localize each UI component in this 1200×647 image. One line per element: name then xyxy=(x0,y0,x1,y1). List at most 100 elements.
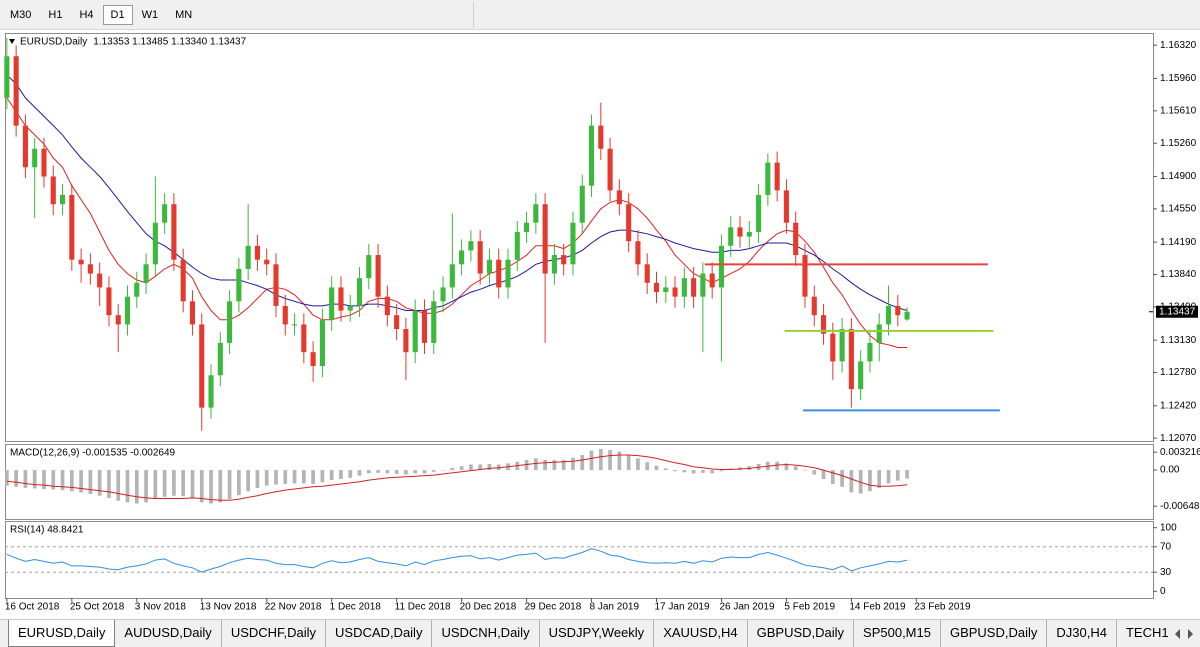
timeframe-button[interactable]: H1 xyxy=(48,8,63,21)
macd-bar xyxy=(348,470,353,478)
timeframe-button[interactable]: W1 xyxy=(141,8,159,21)
macd-bar xyxy=(181,470,186,497)
y-tick-label: 1.14900 xyxy=(1160,171,1197,182)
macd-bar xyxy=(246,470,251,492)
macd-bar xyxy=(144,470,148,503)
macd-bar xyxy=(292,470,297,484)
y-tick-label: 1.14550 xyxy=(1160,203,1197,214)
scroll-right[interactable] xyxy=(1188,629,1193,639)
macd-bar xyxy=(14,470,18,487)
chart-tab[interactable]: GBPUSD,Daily xyxy=(748,620,855,647)
y-tick-label: 0.003216 xyxy=(1160,447,1200,458)
chart-tab[interactable]: USDCNH,Daily xyxy=(432,620,540,647)
chart-tab[interactable]: SP500,M15 xyxy=(854,620,941,647)
candle-body xyxy=(542,204,548,274)
macd-bar xyxy=(589,450,594,471)
candle-body xyxy=(245,245,251,269)
macd-bar xyxy=(710,470,715,474)
candle-body xyxy=(431,301,437,343)
macd-bar xyxy=(283,470,288,485)
macd-bar xyxy=(274,470,278,485)
macd-signal xyxy=(6,454,908,501)
candle-body xyxy=(496,259,502,288)
y-tick-label: 30 xyxy=(1160,567,1172,578)
macd-bar xyxy=(469,464,473,471)
macd-title: MACD(12,26,9) -0.001535 -0.002649 xyxy=(10,448,176,459)
x-tick-label: 8 Jan 2019 xyxy=(590,602,640,613)
macd-bar xyxy=(422,470,427,474)
candle-body xyxy=(264,259,270,265)
candle-body xyxy=(718,245,725,288)
timeframe-button[interactable]: MN xyxy=(175,8,193,21)
macd-bar xyxy=(663,468,668,471)
candle-body xyxy=(820,315,827,334)
candle-body xyxy=(486,259,492,274)
macd-bar xyxy=(868,470,872,492)
candle-body xyxy=(811,296,817,316)
plot-layer: 1.16320 1.15960 1.15610 1.15260 1.14900 1.145… xyxy=(4,37,1200,613)
macd-bar xyxy=(812,470,817,475)
macd-bar xyxy=(478,464,483,471)
candle-body xyxy=(97,273,103,288)
macd-bar xyxy=(366,470,371,474)
candle-body xyxy=(134,282,140,297)
macd-bar xyxy=(199,470,204,503)
macd-bar xyxy=(571,457,575,471)
candle-body xyxy=(802,255,808,297)
chart-tab[interactable]: XAUUSD,H4 xyxy=(654,620,748,647)
macd-bar xyxy=(524,460,529,471)
candle-body xyxy=(440,287,446,302)
candle-body xyxy=(691,278,697,297)
macd-bar xyxy=(125,470,130,503)
candle-body xyxy=(681,278,687,297)
chart-tab[interactable]: DJ30,H4 xyxy=(1047,620,1117,647)
macd-bar xyxy=(237,470,241,496)
x-tick-label: 3 Nov 2018 xyxy=(135,602,187,613)
scroll-left[interactable] xyxy=(1175,629,1180,639)
candle-body xyxy=(885,305,892,325)
y-tick-label: 70 xyxy=(1160,541,1172,552)
chart-tab[interactable]: EURUSD,Daily xyxy=(8,620,116,647)
candle-body xyxy=(87,264,93,274)
macd-bar xyxy=(830,470,835,485)
macd-bar xyxy=(673,470,677,472)
macd-bar xyxy=(821,470,826,479)
y-tick-label: 1.15610 xyxy=(1160,105,1197,116)
x-tick-label: 29 Dec 2018 xyxy=(525,602,582,613)
macd-bar xyxy=(320,470,325,483)
chart-tab[interactable]: GBPUSD,Daily xyxy=(941,620,1048,647)
y-tick-label: 100 xyxy=(1160,522,1177,533)
y-tick-label: 1.12420 xyxy=(1160,400,1197,411)
x-tick-label: 16 Oct 2018 xyxy=(5,602,60,613)
candle-body xyxy=(292,324,298,326)
x-tick-label: 23 Feb 2019 xyxy=(914,602,971,613)
chart-tab[interactable]: USDCAD,Daily xyxy=(326,620,433,647)
macd-bar xyxy=(580,455,585,471)
macd-bar xyxy=(218,470,223,503)
candle-body xyxy=(533,204,539,223)
candle-body xyxy=(227,301,233,343)
macd-bar xyxy=(441,470,445,471)
macd-bar xyxy=(172,470,176,496)
chart-tab[interactable]: USDCHF,Daily xyxy=(222,620,327,647)
candle-body xyxy=(124,296,131,325)
x-tick-label: 13 Nov 2018 xyxy=(200,602,257,613)
timeframe-button[interactable]: D1 xyxy=(102,4,133,25)
candle-body xyxy=(793,222,799,256)
chart-tab[interactable]: AUDUSD,Daily xyxy=(115,620,222,647)
chart-tab[interactable]: TECH100,H4 xyxy=(1117,620,1168,647)
macd-bar xyxy=(886,470,891,484)
macd-bar xyxy=(134,470,139,504)
chart-tab[interactable]: USDJPY,Weekly xyxy=(540,620,655,647)
dropdown-icon[interactable] xyxy=(9,39,15,44)
macd-bar xyxy=(51,470,56,490)
y-tick-label: 0.00 xyxy=(1160,465,1180,476)
macd-bar xyxy=(153,470,158,500)
candle-body xyxy=(746,231,752,237)
candle-body xyxy=(421,310,428,343)
macd-bar xyxy=(543,460,547,471)
timeframe-button[interactable]: M30 xyxy=(10,8,32,21)
macd-bar xyxy=(385,470,390,474)
timeframe-button[interactable]: H4 xyxy=(79,8,94,21)
y-tick-label: 1.15260 xyxy=(1160,138,1197,149)
